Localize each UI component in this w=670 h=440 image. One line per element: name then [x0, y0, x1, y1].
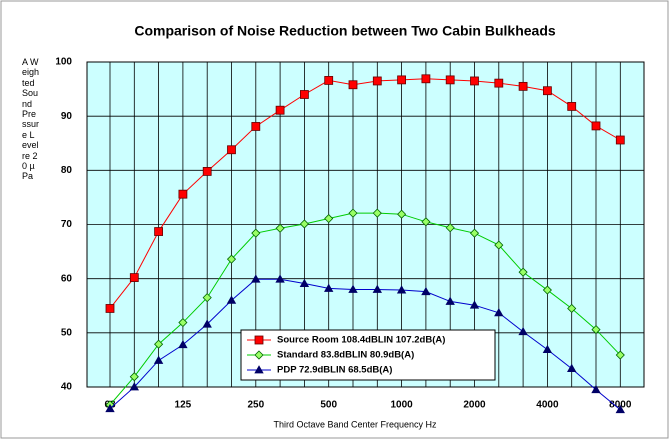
- marker: [348, 208, 358, 218]
- x-tick-label: 2000: [463, 400, 486, 411]
- marker: [372, 284, 382, 293]
- marker: [591, 384, 601, 394]
- marker: [129, 382, 139, 391]
- marker: [251, 274, 261, 283]
- x-axis-label: Third Octave Band Center Frequency Hz: [273, 419, 437, 429]
- marker: [251, 228, 261, 238]
- marker: [567, 303, 577, 314]
- y-tick-label: 50: [61, 327, 73, 338]
- marker: [494, 240, 504, 250]
- y-tick-label: 60: [61, 273, 73, 284]
- x-tick-label: 250: [247, 400, 264, 411]
- x-tick-label: 125: [175, 400, 192, 411]
- marker: [324, 283, 334, 292]
- marker: [154, 227, 164, 236]
- marker: [226, 254, 237, 264]
- marker: [396, 285, 407, 294]
- marker: [226, 295, 237, 304]
- marker: [324, 213, 334, 224]
- marker: [421, 74, 431, 84]
- marker: [251, 122, 261, 131]
- marker: [299, 219, 309, 229]
- marker: [591, 325, 601, 335]
- marker: [543, 86, 552, 96]
- legend-label: PDP 72.9dBLIN 68.5dB(A): [277, 365, 392, 376]
- marker: [129, 372, 139, 382]
- x-tick-label: 1000: [390, 400, 413, 411]
- marker: [202, 319, 212, 328]
- marker: [518, 326, 528, 336]
- marker: [254, 335, 264, 345]
- marker: [470, 76, 479, 86]
- marker: [518, 267, 528, 277]
- marker: [299, 278, 310, 287]
- marker: [445, 296, 455, 305]
- series-line: [109, 78, 621, 309]
- marker: [567, 102, 577, 111]
- marker: [275, 105, 285, 115]
- y-tick-label: 40: [61, 382, 73, 393]
- marker: [397, 75, 407, 85]
- marker: [397, 209, 407, 219]
- marker: [469, 228, 480, 238]
- marker: [445, 75, 455, 85]
- plot-border: [86, 61, 645, 388]
- y-axis-label: A Weighted Sound Pressure Level re 20 µP…: [22, 57, 40, 182]
- marker: [299, 90, 309, 99]
- marker: [494, 307, 504, 317]
- legend-label: Source Room 108.4dBLIN 107.2dB(A): [277, 335, 445, 346]
- marker: [542, 285, 552, 295]
- marker: [129, 273, 139, 282]
- marker: [153, 355, 164, 364]
- marker: [372, 76, 382, 86]
- marker: [348, 80, 358, 90]
- marker: [227, 145, 236, 155]
- marker: [275, 223, 285, 233]
- y-tick-label: 90: [61, 111, 73, 122]
- marker: [178, 339, 188, 349]
- marker: [178, 189, 188, 199]
- x-tick-label: 8000: [609, 400, 632, 411]
- marker: [591, 121, 601, 131]
- x-tick-label: 500: [320, 400, 337, 411]
- marker: [615, 135, 625, 145]
- marker: [254, 350, 264, 360]
- marker: [178, 317, 188, 328]
- marker: [615, 350, 625, 360]
- marker: [421, 217, 431, 227]
- y-tick-label: 100: [55, 57, 72, 68]
- marker: [105, 304, 115, 313]
- marker: [469, 300, 480, 309]
- marker: [324, 76, 334, 85]
- marker: [567, 363, 577, 372]
- marker: [615, 404, 625, 414]
- y-tick-label: 80: [61, 165, 73, 176]
- marker: [421, 286, 431, 296]
- legend-box: [240, 329, 496, 381]
- marker: [445, 223, 455, 233]
- marker: [254, 365, 264, 374]
- marker: [518, 81, 528, 91]
- series-line: [109, 212, 621, 406]
- marker: [202, 167, 212, 176]
- marker: [275, 274, 285, 283]
- marker: [154, 339, 164, 349]
- chart-title: Comparison of Noise Reduction between Tw…: [134, 23, 556, 39]
- x-tick-label: 4000: [536, 400, 559, 411]
- marker: [542, 344, 553, 354]
- marker: [372, 208, 382, 218]
- legend-label: Standard 83.8dBLIN 80.9dB(A): [277, 350, 414, 361]
- marker: [348, 284, 358, 293]
- legend: Source Room 108.4dBLIN 107.2dB(A) Standar…: [240, 329, 496, 381]
- marker: [202, 293, 212, 303]
- marker: [105, 403, 115, 413]
- y-tick-label: 70: [61, 219, 73, 230]
- marker: [494, 78, 504, 88]
- series-line: [109, 278, 621, 411]
